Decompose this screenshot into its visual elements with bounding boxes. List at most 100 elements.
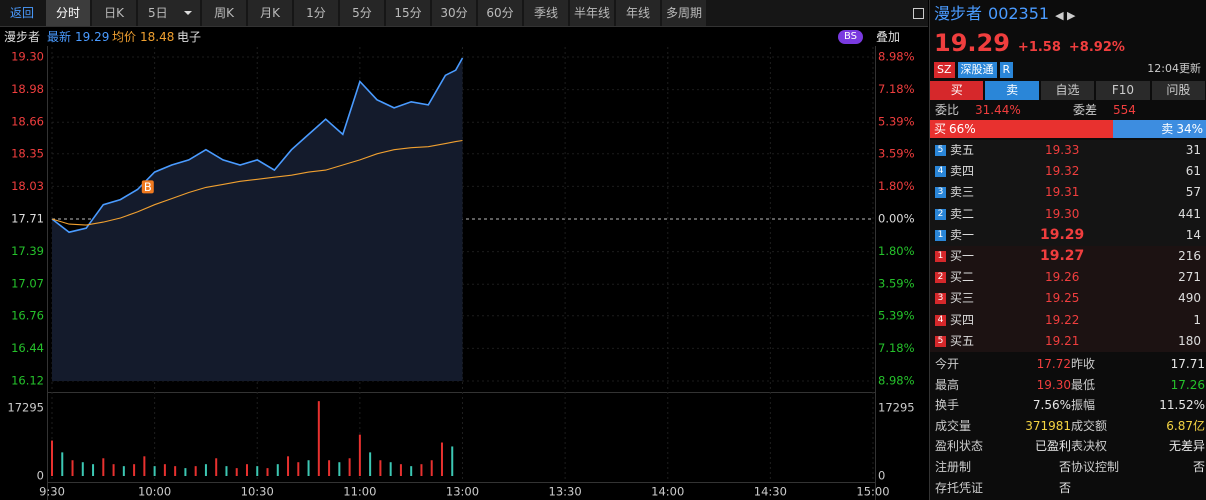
label: 委比 <box>935 103 960 117</box>
change: +1.58 <box>1017 40 1061 55</box>
action-button[interactable]: 问股 <box>1151 81 1206 100</box>
ratio-segment: 卖 34% <box>1112 120 1206 138</box>
period-tab[interactable]: 60分 <box>478 0 522 26</box>
prev-next[interactable]: ◀ ▶ <box>1055 9 1076 22</box>
stat-label: 表决权 <box>1071 439 1108 454</box>
layout-toggle[interactable] <box>913 8 924 19</box>
volume-bar <box>194 466 197 476</box>
volume-bar <box>399 464 402 476</box>
level-label: 买四 <box>950 312 975 327</box>
volume-bar <box>51 440 53 476</box>
x-tick-label: 14:30 <box>754 485 787 499</box>
legend-avg: 均价 <box>112 30 137 44</box>
ratio-label: 买 <box>934 122 947 136</box>
period-tab[interactable]: 日K <box>92 0 136 26</box>
level-badge: 2 <box>935 272 946 284</box>
stat-value: 否 <box>1058 480 1071 495</box>
trade-marker <box>141 180 154 194</box>
volume-bar <box>358 434 361 476</box>
volume-bar <box>184 468 187 476</box>
level-badge: 2 <box>935 208 946 220</box>
level-volume: 490 <box>1178 291 1201 306</box>
level-price: 19.29 <box>1040 226 1085 243</box>
volume-bar <box>215 458 218 476</box>
y-tick-label: 16.76 <box>11 308 44 322</box>
stock-name: 漫步者 <box>4 30 41 44</box>
level-price: 19.33 <box>1045 143 1080 157</box>
volume-bar <box>163 464 166 476</box>
period-tab[interactable]: 分时 <box>46 0 90 26</box>
y2-tick-label: 1.80% <box>878 244 915 258</box>
y-tick-label: 18.98 <box>11 82 44 96</box>
overlay-button[interactable]: 叠加 <box>876 30 901 44</box>
volume-bar <box>389 462 392 476</box>
ratio-value: 34% <box>1176 122 1203 136</box>
level-badge: 1 <box>935 229 946 241</box>
period-tab[interactable]: 周K <box>202 0 246 26</box>
volume-bar <box>143 456 146 476</box>
y-tick-label: 16.12 <box>11 374 44 388</box>
action-buttons: 买卖自选 F10 问股 <box>930 81 1206 100</box>
y2-tick-label: 0 <box>878 469 885 483</box>
level-badge: 5 <box>935 145 946 156</box>
stock-name: 漫步者 <box>934 4 983 23</box>
action-button[interactable]: 自选 <box>1040 81 1095 100</box>
x-tick-label: 14:00 <box>651 485 684 499</box>
tag: 深股通 <box>957 62 997 78</box>
x-tick-label: 13:30 <box>549 485 582 499</box>
tag: R <box>999 62 1014 78</box>
level-price: 19.22 <box>1045 312 1080 327</box>
volume-bar <box>287 456 290 476</box>
stat-label: 成交量 <box>935 418 972 433</box>
y2-tick-label: 7.18% <box>878 82 915 96</box>
volume-bar <box>81 462 84 476</box>
volume-bar <box>317 401 320 476</box>
quote-panel: 漫步者 002351 ◀ ▶ 19.29 +1.58 +8.92% SZ 深股通 R 12:04更… <box>929 0 1206 500</box>
action-button[interactable]: 卖 <box>985 81 1039 100</box>
volume-bar <box>266 468 269 476</box>
action-button[interactable]: F10 <box>1096 81 1150 100</box>
level-label: 卖二 <box>950 206 975 221</box>
level-badge: 5 <box>935 335 946 347</box>
info-bar: 漫步者 最新 19.29 均价 18.48 电子 BS 叠加 <box>0 28 928 46</box>
stat-label: 换手 <box>935 398 960 413</box>
x-tick-label: 10:30 <box>241 485 274 499</box>
period-tab[interactable]: 30分 <box>432 0 476 26</box>
x-tick-label: 10:00 <box>138 485 171 499</box>
volume-bar <box>245 464 248 476</box>
x-tick-label: 9:30 <box>39 485 65 499</box>
y2-tick-label: 3.59% <box>878 147 915 161</box>
level-badge: 3 <box>935 187 946 199</box>
x-tick-label: 15:00 <box>856 485 889 499</box>
level-volume: 57 <box>1185 185 1201 200</box>
bs-toggle[interactable]: BS <box>838 30 864 44</box>
level-price: 19.30 <box>1045 206 1080 221</box>
stat-value: 17.26 <box>1170 377 1205 392</box>
period-tab[interactable]: 5分 <box>340 0 384 26</box>
period-tab[interactable]: 月K <box>248 0 292 26</box>
level-badge: 4 <box>935 314 946 326</box>
period-tab[interactable]: 半年线 <box>570 0 614 26</box>
level-volume: 61 <box>1185 164 1201 179</box>
order-row: 5 买五 19.21 180 <box>930 331 1206 352</box>
toolbar: 返回 分时 日K 5日 周K 月K 1分 5分 15分 30分 60分 季线 半年线 年线 多周期 <box>0 0 928 27</box>
period-tab[interactable]: 多周期 <box>662 0 706 26</box>
period-tab[interactable]: 季线 <box>524 0 568 26</box>
level-label: 买二 <box>950 270 975 285</box>
period-tab[interactable]: 5日 <box>138 0 200 26</box>
latest-value: 19.29 <box>75 30 110 44</box>
level-label: 卖五 <box>950 143 975 157</box>
period-tab[interactable]: 1分 <box>294 0 338 26</box>
stat-label: 最高 <box>935 377 960 392</box>
action-button[interactable]: 买 <box>930 81 984 100</box>
period-tab[interactable]: 年线 <box>616 0 660 26</box>
stat-label: 存托凭证 <box>935 480 984 495</box>
stat-value: 17.72 <box>1036 357 1071 371</box>
level-label: 买五 <box>950 333 975 348</box>
order-row: 1 买一 19.27 216 <box>930 246 1206 267</box>
period-tab[interactable]: 15分 <box>386 0 430 26</box>
level-volume: 1 <box>1193 312 1201 327</box>
volume-bar <box>235 468 238 476</box>
y-tick-label: 17.39 <box>11 244 44 258</box>
back-button[interactable]: 返回 <box>9 6 34 20</box>
